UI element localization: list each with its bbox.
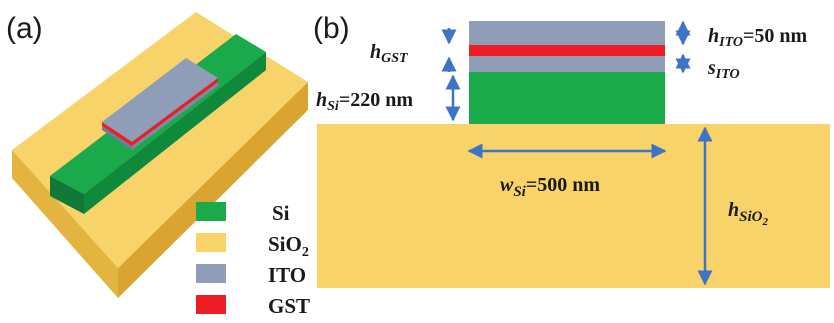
ito-top-layer	[469, 21, 665, 45]
sio2-slab-front	[12, 150, 118, 298]
panel-a-label: (a)	[6, 12, 43, 45]
stack-gst-right	[132, 78, 218, 146]
h-sio2-label: hSiO2	[728, 199, 768, 228]
ito-spacer-layer	[469, 56, 665, 72]
h-gst-label: hGST	[370, 41, 409, 66]
dimension-arrows	[441, 20, 713, 286]
sio2-substrate	[317, 124, 830, 288]
dimension-labels: hITO=50 nm sITO hGST hSi=220 nm wSi=500 …	[316, 25, 808, 228]
device-3d	[12, 12, 308, 298]
h-ito-label: hITO=50 nm	[708, 25, 808, 50]
legend-swatch-sio2	[196, 233, 226, 252]
legend-label-sio2: SiO2	[268, 232, 309, 260]
stack-ito-front	[102, 126, 132, 150]
sio2-slab-right	[118, 82, 308, 298]
legend-label-si: Si	[272, 201, 290, 225]
stack-ito-top	[102, 58, 218, 142]
si-core	[469, 72, 665, 124]
legend-label-ito: ITO	[268, 263, 306, 287]
si-waveguide-right	[84, 52, 266, 214]
w-si-label: wSi=500 nm	[500, 174, 600, 200]
legend-swatch-gst	[196, 295, 226, 314]
legend: Si SiO2 ITO GST	[196, 201, 310, 318]
s-ito-label: sITO	[707, 57, 740, 82]
legend-swatch-si	[196, 202, 226, 221]
panel-b-label: (b)	[313, 12, 350, 45]
h-si-label: hSi=220 nm	[316, 89, 413, 114]
stack-gst-front	[102, 122, 132, 146]
legend-swatch-ito	[196, 264, 226, 283]
gst-layer	[469, 45, 665, 56]
si-waveguide-front	[50, 176, 84, 214]
legend-label-gst: GST	[268, 294, 310, 318]
stack-ito-right	[132, 82, 218, 150]
